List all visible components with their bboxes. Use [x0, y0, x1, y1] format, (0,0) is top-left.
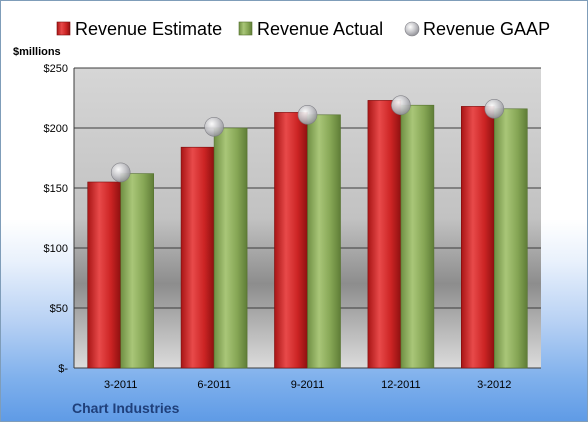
legend-label: Revenue Estimate	[75, 19, 222, 39]
marker-revenue-gaap	[484, 99, 505, 119]
marker-revenue-gaap	[297, 105, 318, 125]
y-tick-label: $200	[44, 123, 68, 135]
bar-revenue-estimate	[367, 100, 402, 369]
bar-group	[87, 100, 528, 369]
bar-revenue-estimate	[87, 181, 121, 369]
legend-label: Revenue GAAP	[423, 19, 550, 39]
bar-revenue-actual	[400, 104, 435, 369]
bar-revenue-actual	[307, 114, 341, 369]
company-name: Chart Industries	[72, 400, 180, 416]
y-tick-label: $250	[44, 63, 68, 75]
bar-revenue-estimate	[274, 112, 308, 369]
x-tick-label: 9-2011	[291, 379, 324, 391]
marker-revenue-gaap	[204, 117, 224, 137]
x-tick-label: 6-2011	[197, 379, 230, 391]
legend-swatch	[238, 21, 253, 36]
x-axis-ticks: 3-2011 6-2011 9-2011 12-2011 3-2012	[104, 379, 511, 391]
y-tick-label: $150	[44, 183, 68, 195]
gaap-marker-group	[110, 95, 505, 183]
marker-revenue-gaap	[110, 162, 131, 183]
y-tick-label: $100	[44, 243, 68, 255]
bar-revenue-actual	[493, 108, 528, 369]
legend-swatch-gaap	[404, 21, 420, 37]
bar-revenue-estimate	[180, 146, 215, 369]
legend: Revenue Estimate Revenue Actual Revenue GA…	[56, 19, 550, 39]
x-tick-label: 3-2012	[477, 379, 511, 391]
legend-label: Revenue Actual	[257, 19, 383, 39]
bar-revenue-actual	[213, 127, 248, 369]
y-tick-label: $-	[58, 363, 68, 375]
y-tick-label: $50	[50, 303, 68, 315]
x-tick-label: 3-2011	[104, 379, 137, 391]
x-tick-label: 12-2011	[381, 379, 421, 391]
y-axis-ticks: $- $50 $100 $150 $200 $250	[44, 63, 69, 375]
bar-revenue-actual	[120, 173, 154, 369]
legend-swatch	[56, 21, 71, 36]
bar-revenue-estimate	[460, 106, 495, 369]
y-axis-label: $millions	[13, 46, 61, 58]
marker-revenue-gaap	[391, 95, 411, 115]
